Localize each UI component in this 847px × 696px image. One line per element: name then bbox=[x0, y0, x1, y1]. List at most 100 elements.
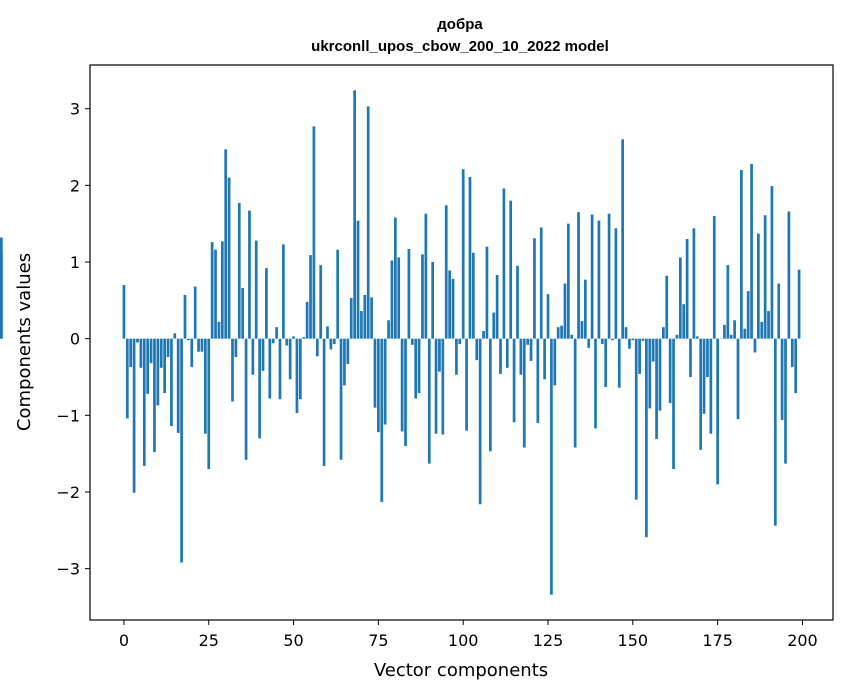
bar bbox=[563, 283, 567, 339]
bar bbox=[373, 338, 377, 408]
bar bbox=[478, 338, 482, 505]
bar bbox=[577, 212, 580, 339]
bar bbox=[529, 338, 533, 361]
bar bbox=[672, 338, 675, 469]
bar bbox=[692, 228, 696, 339]
bar bbox=[726, 265, 730, 339]
bar bbox=[519, 338, 523, 375]
bar bbox=[533, 238, 536, 339]
bar bbox=[203, 338, 207, 434]
bar bbox=[336, 249, 340, 339]
bar bbox=[390, 260, 394, 339]
bar bbox=[346, 338, 350, 364]
bar bbox=[268, 338, 272, 399]
bar bbox=[590, 214, 594, 339]
bar bbox=[288, 338, 292, 380]
bar bbox=[638, 338, 641, 374]
bar bbox=[156, 338, 160, 406]
bar bbox=[760, 321, 764, 339]
bar bbox=[400, 338, 404, 432]
bar bbox=[699, 338, 703, 450]
y-tick-label: −2 bbox=[56, 483, 80, 502]
x-tick-label: 100 bbox=[448, 631, 479, 650]
bar bbox=[631, 338, 635, 341]
bar bbox=[326, 326, 329, 339]
bar bbox=[360, 311, 363, 339]
bar bbox=[282, 244, 285, 339]
bar bbox=[617, 338, 621, 388]
x-tick-label: 125 bbox=[533, 631, 564, 650]
bar bbox=[526, 338, 530, 345]
bar bbox=[309, 255, 312, 339]
bar bbox=[597, 220, 601, 339]
bar bbox=[604, 338, 608, 387]
bar bbox=[404, 338, 407, 446]
y-tick-label: 0 bbox=[70, 330, 80, 349]
bar bbox=[332, 338, 336, 345]
x-tick-label: 200 bbox=[787, 631, 818, 650]
bar bbox=[424, 213, 428, 339]
bar bbox=[750, 163, 753, 339]
bar bbox=[278, 338, 282, 400]
bar bbox=[723, 324, 726, 339]
bar bbox=[343, 338, 346, 386]
bar bbox=[668, 338, 672, 404]
bar bbox=[461, 169, 465, 339]
bar bbox=[180, 338, 183, 563]
bar bbox=[675, 334, 679, 339]
bar bbox=[234, 338, 238, 358]
bar bbox=[363, 294, 367, 339]
bar bbox=[315, 338, 319, 357]
bar bbox=[244, 338, 248, 460]
bar bbox=[648, 338, 652, 409]
x-tick-label: 50 bbox=[283, 631, 303, 650]
x-tick-label: 75 bbox=[368, 631, 388, 650]
bar bbox=[302, 337, 306, 339]
x-axis-ticks: 0 25 50 75 100 125 150 175 200 bbox=[119, 620, 818, 650]
bar bbox=[149, 338, 153, 364]
y-tick-label: −3 bbox=[56, 560, 80, 579]
bar bbox=[682, 304, 686, 339]
bar bbox=[628, 338, 631, 349]
bar bbox=[468, 176, 472, 339]
bar bbox=[736, 338, 740, 420]
bar bbox=[495, 275, 499, 339]
bar bbox=[298, 338, 302, 400]
bar bbox=[271, 338, 275, 344]
bar bbox=[421, 254, 424, 339]
bar bbox=[746, 291, 750, 339]
bar bbox=[339, 338, 343, 460]
y-tick-label: 1 bbox=[70, 253, 80, 272]
bar bbox=[583, 279, 587, 339]
bar bbox=[757, 233, 760, 339]
bar bbox=[434, 338, 438, 434]
bar bbox=[580, 321, 584, 339]
bar bbox=[414, 338, 418, 399]
bar bbox=[743, 328, 747, 339]
bar bbox=[790, 338, 794, 368]
bar bbox=[492, 312, 496, 339]
bar bbox=[777, 283, 781, 339]
y-axis-label: Components values bbox=[14, 253, 35, 431]
plot-frame bbox=[89, 64, 834, 621]
bar bbox=[312, 126, 316, 339]
bar bbox=[410, 338, 414, 345]
bar bbox=[658, 338, 662, 411]
bar bbox=[356, 220, 360, 339]
x-tick-label: 0 bbox=[119, 631, 129, 650]
y-tick-label: −1 bbox=[56, 406, 80, 425]
bar bbox=[560, 325, 563, 339]
bar bbox=[241, 288, 245, 339]
bar bbox=[380, 338, 384, 502]
bar bbox=[543, 338, 546, 380]
bar bbox=[142, 338, 146, 466]
x-tick-label: 175 bbox=[702, 631, 733, 650]
bar bbox=[122, 285, 126, 339]
bar bbox=[146, 338, 150, 394]
x-axis-label: Vector components bbox=[374, 660, 548, 681]
bar bbox=[132, 338, 136, 493]
bar bbox=[689, 338, 692, 377]
bar bbox=[740, 170, 743, 339]
bar bbox=[594, 338, 597, 429]
